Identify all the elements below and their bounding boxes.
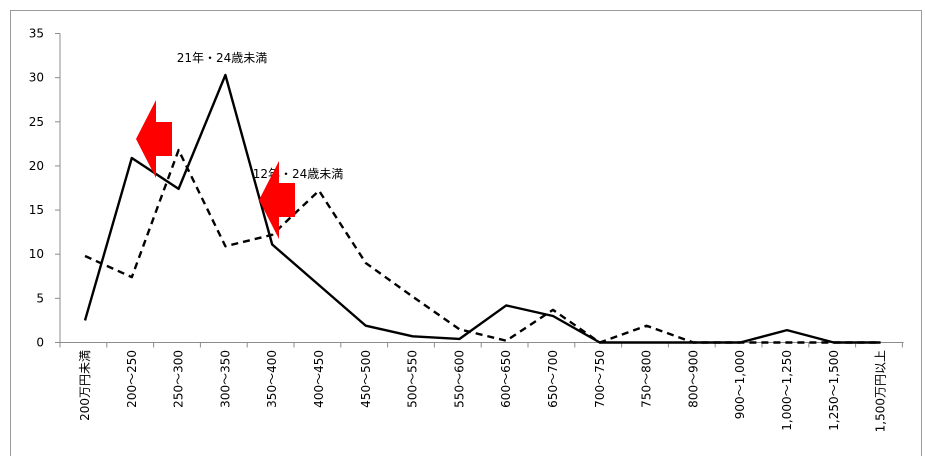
x-tick-label: 350～400 [265, 350, 279, 408]
x-tick-label: 900～1,000 [733, 350, 747, 419]
x-tick-label: 1,500万円以上 [874, 350, 888, 432]
y-tick-label: 20 [29, 159, 44, 173]
x-tick-label: 450～500 [359, 350, 373, 408]
series-label-2: 12年・24歳未満 [253, 167, 344, 181]
chart-frame [10, 10, 922, 456]
x-tick-label: 250～300 [172, 350, 186, 408]
x-tick-label: 600～650 [499, 350, 513, 408]
y-tick-label: 25 [29, 115, 44, 129]
series-label-1: 21年・24歳未満 [177, 51, 268, 65]
x-tick-label: 550～600 [452, 350, 466, 408]
annotation-arrow-2 [259, 161, 295, 239]
y-tick-label: 30 [29, 71, 44, 85]
x-tick-label: 1,000～1,250 [780, 350, 794, 431]
series-line-2 [84, 148, 881, 344]
x-tick-label: 750～800 [640, 350, 654, 408]
x-tick-label: 500～550 [406, 350, 420, 408]
x-tick-label: 1,250～1,500 [827, 350, 841, 431]
annotation-arrow-1 [136, 100, 172, 178]
y-tick-label: 5 [36, 291, 44, 305]
x-tick-label: 800～900 [686, 350, 700, 408]
series-line-1 [83, 73, 881, 344]
clipped-top-text: · · · · · · · · · · · · · [0, 0, 240, 4]
x-tick-label: 200～250 [125, 350, 139, 408]
x-tick-label: 400～450 [312, 350, 326, 408]
y-tick-label: 10 [29, 247, 44, 261]
y-tick-label: 15 [29, 203, 44, 217]
x-tick-label: 650～700 [546, 350, 560, 408]
x-tick-label: 200万円未満 [78, 350, 92, 421]
y-tick-label: 35 [29, 27, 44, 41]
y-tick-label: 0 [36, 336, 44, 350]
x-tick-label: 700～750 [593, 350, 607, 408]
x-tick-label: 300～350 [218, 350, 232, 408]
